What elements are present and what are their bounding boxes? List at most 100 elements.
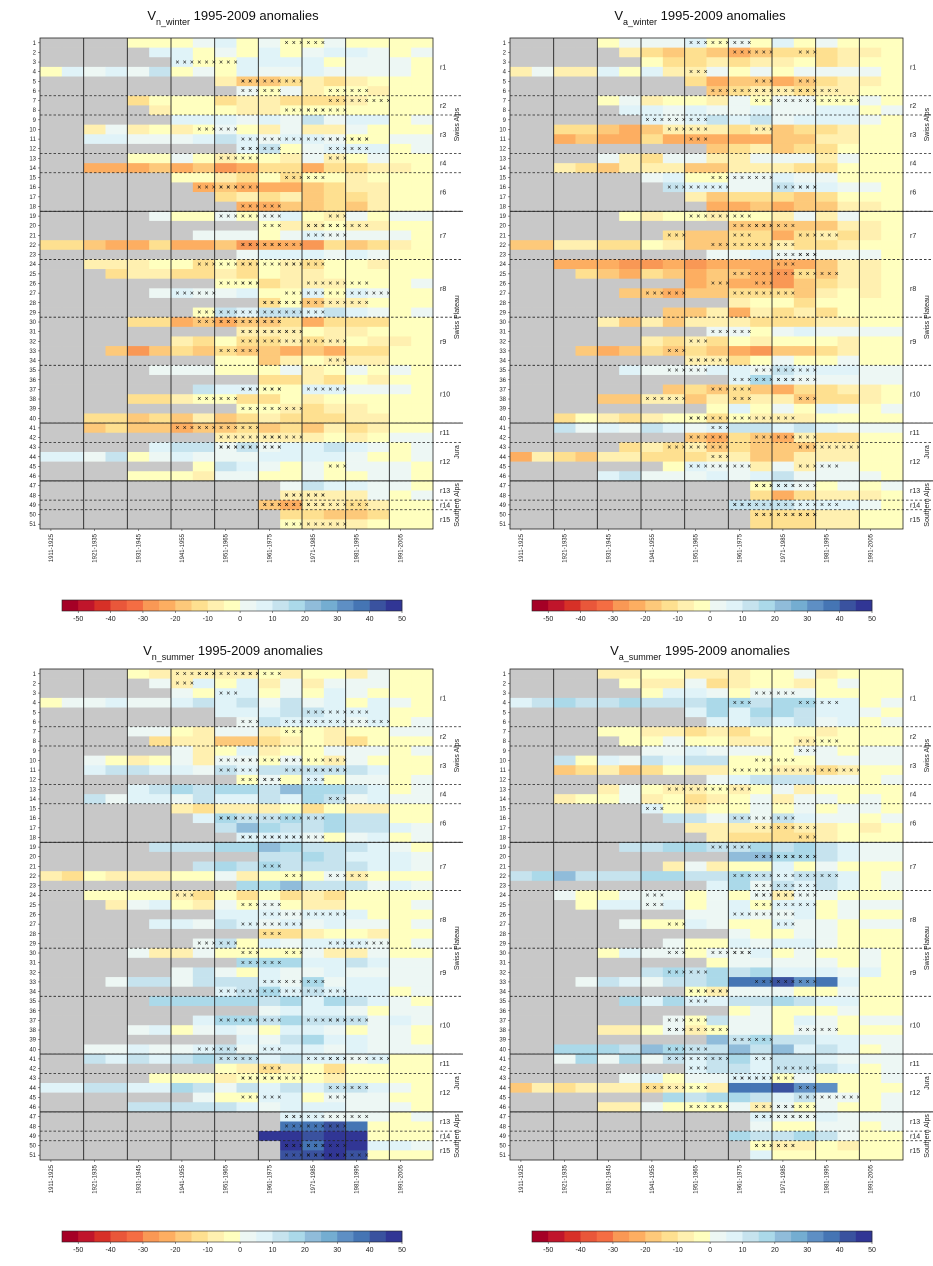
heatmap-cell	[192, 76, 216, 87]
heatmap-cell	[83, 47, 106, 58]
heatmap-cell	[171, 678, 194, 689]
heatmap-cell	[214, 1073, 237, 1084]
heatmap-cell	[83, 240, 106, 251]
significance-marker: ×	[277, 1095, 281, 1102]
heatmap-cell	[40, 967, 63, 978]
significance-marker: ×	[798, 512, 802, 519]
heatmap-cell	[706, 201, 729, 212]
heatmap-cell	[83, 211, 106, 222]
heatmap-cell	[192, 442, 216, 453]
significance-marker: ×	[255, 204, 259, 211]
significance-marker: ×	[197, 941, 201, 948]
significance-marker: ×	[270, 300, 274, 307]
heatmap-cell	[280, 134, 303, 145]
heatmap-cell	[345, 95, 368, 106]
significance-marker: ×	[314, 223, 318, 230]
heatmap-cell	[302, 413, 325, 424]
significance-marker: ×	[255, 281, 259, 288]
significance-marker: ×	[718, 88, 722, 95]
heatmap-cell	[367, 220, 390, 231]
heatmap-cell	[728, 124, 751, 135]
significance-marker: ×	[270, 261, 274, 268]
significance-marker: ×	[747, 502, 751, 509]
heatmap-cell	[192, 1150, 216, 1161]
heatmap-cell	[510, 105, 533, 116]
significance-marker: ×	[747, 88, 751, 95]
heatmap-cell	[302, 278, 325, 289]
heatmap-cell	[214, 211, 237, 222]
y-tick-label: 37	[499, 387, 506, 393]
heatmap-cell	[411, 326, 434, 337]
heatmap-cell	[149, 1131, 172, 1142]
heatmap-cell	[772, 278, 795, 289]
heatmap-cell	[389, 1044, 412, 1055]
heatmap-cell	[192, 774, 216, 785]
heatmap-cell	[192, 717, 216, 728]
significance-marker: ×	[813, 444, 817, 451]
significance-marker: ×	[241, 136, 245, 143]
significance-marker: ×	[725, 435, 729, 442]
y-tick-label: 50	[29, 1144, 36, 1150]
heatmap-cell	[192, 192, 216, 202]
heatmap-cell	[684, 726, 707, 737]
significance-marker: ×	[306, 1018, 310, 1025]
heatmap-cell	[411, 900, 434, 910]
significance-marker: ×	[791, 252, 795, 259]
significance-marker: ×	[270, 435, 274, 442]
heatmap-cell	[258, 47, 281, 58]
significance-marker: ×	[255, 1075, 259, 1082]
heatmap-cell	[706, 211, 729, 222]
significance-marker: ×	[336, 873, 340, 880]
heatmap-cell	[815, 442, 838, 453]
heatmap-cell	[837, 153, 860, 164]
heatmap-cell	[597, 143, 620, 154]
heatmap-cell	[105, 182, 128, 193]
significance-marker: ×	[747, 50, 751, 57]
heatmap-cell	[662, 442, 686, 453]
significance-marker: ×	[306, 261, 310, 268]
heatmap-cell	[323, 919, 347, 930]
significance-marker: ×	[241, 213, 245, 220]
significance-marker: ×	[292, 242, 296, 249]
heatmap-cell	[302, 755, 325, 766]
heatmap-cell	[61, 76, 85, 87]
significance-marker: ×	[299, 1075, 303, 1082]
colorbar-tick-label: 20	[771, 616, 779, 623]
marker-row: ××××××××××××××××××	[667, 184, 817, 191]
colorbar-swatch	[596, 600, 614, 611]
heatmap-cell	[149, 813, 172, 824]
significance-marker: ×	[219, 767, 223, 774]
marker-row: ××××××××××××××××××	[241, 387, 347, 394]
marker-row: ××××××××××××	[241, 777, 325, 784]
heatmap-cell	[837, 374, 860, 385]
heatmap-cell	[323, 220, 347, 231]
heatmap-cell	[149, 423, 172, 434]
heatmap-cell	[815, 346, 838, 357]
heatmap-cell	[389, 192, 412, 202]
heatmap-cell	[531, 326, 555, 337]
heatmap-cell	[302, 928, 325, 939]
significance-marker: ×	[733, 464, 737, 471]
significance-marker: ×	[835, 88, 839, 95]
heatmap-cell	[531, 394, 555, 405]
heatmap-cell	[40, 259, 63, 270]
heatmap-cell	[61, 134, 85, 145]
significance-marker: ×	[255, 435, 259, 442]
heatmap-cell	[619, 192, 642, 202]
heatmap-cell	[662, 269, 686, 279]
significance-marker: ×	[336, 281, 340, 288]
y-tick-label: 6	[33, 720, 37, 726]
heatmap-cell	[345, 182, 368, 193]
heatmap-cell	[619, 423, 642, 434]
significance-marker: ×	[835, 464, 839, 471]
heatmap-cell	[214, 423, 237, 434]
significance-marker: ×	[755, 483, 759, 490]
significance-marker: ×	[321, 502, 325, 509]
significance-marker: ×	[212, 671, 216, 678]
y-tick-label: 2	[503, 50, 507, 56]
significance-marker: ×	[343, 502, 347, 509]
heatmap-cell	[597, 259, 620, 270]
heatmap-cell	[510, 509, 533, 520]
heatmap-cell	[40, 317, 63, 328]
heatmap-cell	[214, 1005, 237, 1016]
